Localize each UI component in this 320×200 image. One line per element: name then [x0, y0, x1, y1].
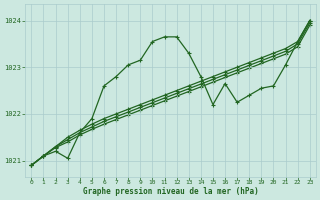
X-axis label: Graphe pression niveau de la mer (hPa): Graphe pression niveau de la mer (hPa)	[83, 187, 259, 196]
